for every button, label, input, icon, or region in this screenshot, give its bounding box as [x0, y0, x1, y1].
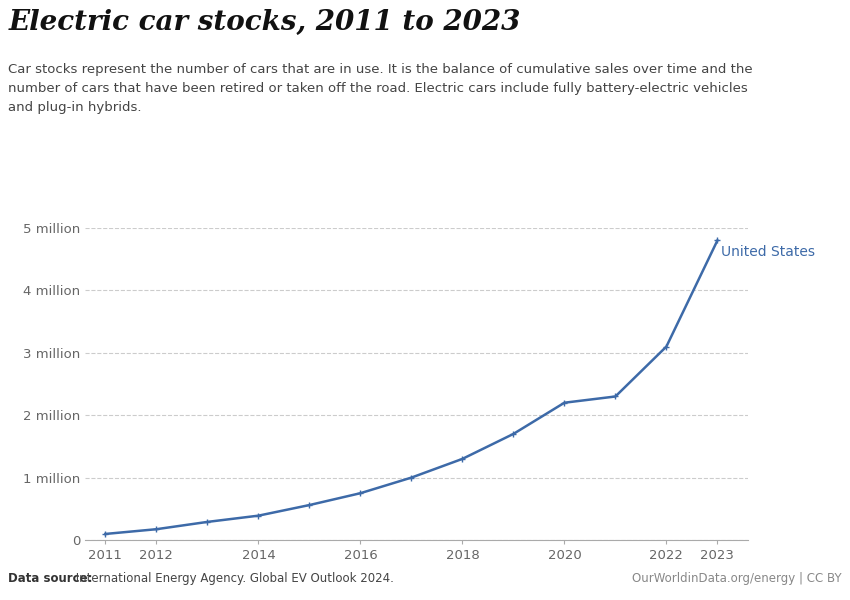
Text: Our World: Our World [691, 17, 758, 30]
Text: International Energy Agency. Global EV Outlook 2024.: International Energy Agency. Global EV O… [72, 572, 394, 585]
Text: OurWorldinData.org/energy | CC BY: OurWorldinData.org/energy | CC BY [632, 572, 842, 585]
Text: Car stocks represent the number of cars that are in use. It is the balance of cu: Car stocks represent the number of cars … [8, 63, 753, 114]
Text: Electric car stocks, 2011 to 2023: Electric car stocks, 2011 to 2023 [8, 9, 521, 36]
Text: United States: United States [722, 245, 815, 259]
Text: in Data: in Data [700, 36, 749, 49]
Text: Data source:: Data source: [8, 572, 93, 585]
